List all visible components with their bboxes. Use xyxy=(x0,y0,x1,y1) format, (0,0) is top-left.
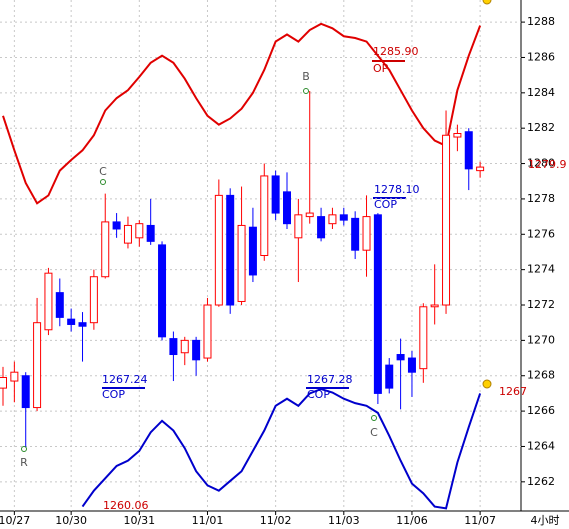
y-tick-label: 1284 xyxy=(527,86,555,99)
y-tick-label: 1272 xyxy=(527,298,555,311)
candle-body xyxy=(203,304,212,359)
annotation: 1278.10 xyxy=(374,183,420,196)
candle-body xyxy=(271,175,280,214)
annotation: 1260.06 xyxy=(103,499,149,512)
candle-body xyxy=(123,224,132,244)
candle-body xyxy=(385,364,394,389)
y-tick-label: 1286 xyxy=(527,50,555,63)
candle-body xyxy=(373,214,382,394)
candle-body xyxy=(10,371,19,382)
annotation: 1279.9 xyxy=(528,158,567,171)
y-tick-label: 1268 xyxy=(527,369,555,382)
candle-body xyxy=(419,306,428,370)
candle-body xyxy=(283,191,291,225)
candle-body xyxy=(0,377,7,389)
candle-body xyxy=(44,272,53,331)
x-tick-label: 10/27 xyxy=(0,514,30,527)
candle-body xyxy=(214,194,223,306)
y-tick-label: 1262 xyxy=(527,475,555,488)
candles xyxy=(0,91,485,449)
annotation: 1267.28 xyxy=(307,373,353,386)
candle-body xyxy=(33,322,42,409)
y-tick-label: 1266 xyxy=(527,404,555,417)
annotation: COP xyxy=(374,198,397,211)
candle-body xyxy=(55,292,64,318)
candle-body xyxy=(476,166,485,172)
annotation: 1285.90 xyxy=(373,45,419,58)
channel-line xyxy=(81,387,482,510)
x-tick-label: 11/01 xyxy=(192,514,224,527)
y-tick-label: 1288 xyxy=(527,15,555,28)
candle-body xyxy=(248,226,257,276)
candle-body xyxy=(67,318,76,325)
candle-body xyxy=(192,339,201,361)
x-tick-label: 11/07 xyxy=(464,514,496,527)
candle-body xyxy=(430,304,439,308)
marker-label: C xyxy=(99,165,107,178)
marker-label: C xyxy=(370,426,378,439)
candle-body xyxy=(305,212,314,218)
annotation: 1267.24 xyxy=(102,373,148,386)
x-tick-label: 11/03 xyxy=(328,514,360,527)
y-tick-label: 1276 xyxy=(527,227,555,240)
candle-body xyxy=(112,221,121,230)
candle-body xyxy=(464,131,473,170)
candle-body xyxy=(339,214,348,221)
annotation: OP xyxy=(373,62,389,75)
y-tick-label: 1282 xyxy=(527,121,555,134)
x-tick-label: 10/30 xyxy=(55,514,87,527)
marker-dot xyxy=(371,415,377,421)
candle-body xyxy=(146,224,155,242)
lines xyxy=(2,22,482,510)
channel-line xyxy=(2,22,482,205)
annotation: 1267 xyxy=(499,385,527,398)
candle-body xyxy=(407,357,416,373)
candle-body xyxy=(89,276,98,324)
candle-body xyxy=(78,322,87,327)
marker-dot xyxy=(100,179,106,185)
x-tick-label: 11/06 xyxy=(396,514,428,527)
candle-body xyxy=(294,214,303,239)
candle-body xyxy=(135,223,144,239)
y-tick-label: 1270 xyxy=(527,333,555,346)
x-tick-label: 10/31 xyxy=(123,514,155,527)
line-end-dot xyxy=(482,0,492,5)
candle-body xyxy=(328,214,337,225)
candle-body xyxy=(180,339,189,354)
y-tick-label: 1274 xyxy=(527,263,555,276)
candle-body xyxy=(237,224,246,302)
x-axis-label: 4小时 xyxy=(531,514,560,527)
candle-body xyxy=(317,216,326,239)
candle-body xyxy=(21,375,30,409)
x-tick-label: 11/02 xyxy=(260,514,292,527)
annotation: COP xyxy=(307,388,330,401)
marker-dot xyxy=(21,446,27,452)
candle-body xyxy=(260,175,269,256)
marker-label: R xyxy=(20,456,28,469)
candle-body xyxy=(453,132,462,138)
y-tick-label: 1278 xyxy=(527,192,555,205)
y-tick-label: 1280 xyxy=(527,157,555,170)
labels: 1262 1264 1266 1268 1270 1272 1274 1276 1278 1280… xyxy=(0,15,567,527)
candle-body xyxy=(442,134,451,306)
candle-body xyxy=(351,217,360,251)
candle-body xyxy=(226,194,235,306)
marker-label: B xyxy=(302,70,310,83)
marker-dot xyxy=(303,88,309,94)
candle-body xyxy=(101,221,110,278)
annotation: COP xyxy=(102,388,125,401)
y-tick-label: 1264 xyxy=(527,439,555,452)
candle-body xyxy=(396,354,405,361)
candle-body xyxy=(169,338,178,356)
line-end-dot xyxy=(482,379,492,389)
candle-body xyxy=(362,216,371,251)
candle-body xyxy=(158,244,167,338)
